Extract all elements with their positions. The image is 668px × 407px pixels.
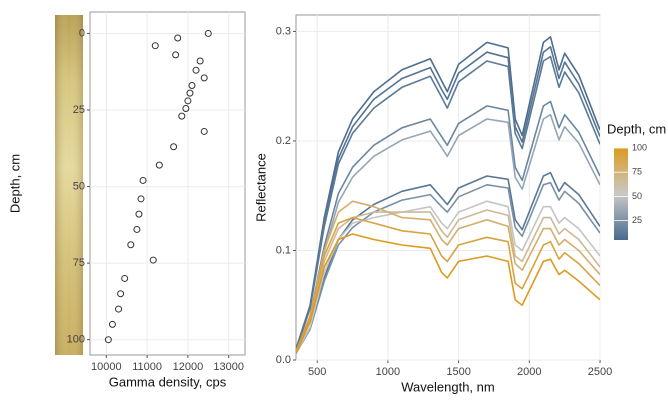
x-tick-label: 2500 bbox=[588, 366, 612, 378]
colorbar-tick-label: 100 bbox=[632, 142, 647, 152]
spectrum-line bbox=[296, 36, 600, 350]
colorbar bbox=[614, 148, 628, 240]
data-point bbox=[135, 210, 143, 218]
y-tick-label: 50 bbox=[73, 180, 85, 192]
data-point bbox=[192, 66, 200, 74]
spectrum-line bbox=[296, 200, 600, 354]
data-point bbox=[139, 176, 147, 184]
x-tick-label: 11000 bbox=[132, 361, 162, 373]
plot-panel bbox=[89, 11, 246, 356]
x-tick-label: 13000 bbox=[213, 361, 244, 373]
x-tick-label: 500 bbox=[308, 366, 326, 378]
legend-title: Depth, cm bbox=[607, 121, 666, 136]
y-axis-title: Reflectance bbox=[253, 153, 268, 222]
data-point bbox=[133, 225, 141, 233]
spectrum-line bbox=[296, 233, 600, 354]
data-point bbox=[170, 143, 178, 151]
core-photo-shade bbox=[55, 15, 83, 355]
data-point bbox=[117, 290, 125, 298]
spectrum-line bbox=[296, 100, 600, 352]
colorbar-tick-label: 75 bbox=[632, 167, 642, 177]
y-tick-label: 75 bbox=[73, 257, 85, 269]
spectrum-line bbox=[296, 55, 600, 351]
data-point bbox=[196, 57, 204, 65]
data-point bbox=[155, 161, 163, 169]
data-point bbox=[127, 241, 135, 249]
data-point bbox=[188, 82, 196, 89]
spectrum-line bbox=[296, 200, 600, 353]
data-point bbox=[184, 97, 192, 105]
data-point bbox=[104, 336, 112, 344]
data-point bbox=[200, 74, 208, 82]
data-point bbox=[108, 320, 116, 328]
spectrum-line bbox=[296, 181, 600, 354]
y-tick-label: 0.2 bbox=[276, 135, 291, 147]
data-point bbox=[174, 34, 182, 42]
spectrum-line bbox=[296, 209, 600, 354]
data-point bbox=[178, 112, 186, 120]
data-point bbox=[121, 274, 129, 282]
x-axis-title: Wavelength, nm bbox=[401, 379, 494, 394]
y-tick-label: 100 bbox=[67, 334, 85, 346]
colorbar-tick-label: 50 bbox=[632, 191, 642, 201]
x-tick-label: 10000 bbox=[91, 361, 122, 373]
data-point bbox=[137, 195, 145, 203]
data-point bbox=[115, 305, 123, 313]
x-tick-label: 2000 bbox=[517, 366, 541, 378]
x-tick-label: 12000 bbox=[173, 361, 204, 373]
data-point bbox=[204, 29, 212, 37]
data-point bbox=[182, 104, 190, 112]
y-tick-label: 0.3 bbox=[276, 25, 291, 37]
y-tick-label: 0.0 bbox=[276, 354, 291, 366]
y-axis-title: Depth, cm bbox=[7, 154, 22, 213]
x-tick-label: 1000 bbox=[376, 366, 400, 378]
colorbar-tick-label: 25 bbox=[632, 215, 642, 225]
data-point bbox=[186, 89, 194, 97]
spectrum-line bbox=[296, 216, 600, 353]
data-point bbox=[149, 256, 157, 264]
data-point bbox=[200, 127, 208, 135]
spectrum-line bbox=[296, 46, 600, 350]
data-point bbox=[151, 42, 159, 50]
y-tick-label: 0 bbox=[79, 27, 85, 39]
spectrum-line bbox=[296, 113, 600, 352]
y-tick-label: 0.1 bbox=[276, 244, 291, 256]
y-tick-label: 25 bbox=[73, 104, 85, 116]
x-tick-label: 1500 bbox=[446, 366, 470, 378]
data-point bbox=[172, 51, 180, 59]
x-axis-title: Gamma density, cps bbox=[109, 374, 227, 389]
